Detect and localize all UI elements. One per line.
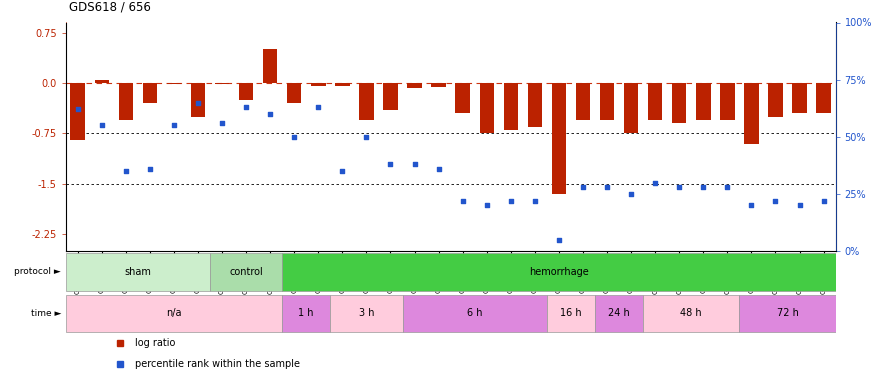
Bar [143,83,158,103]
Point [696,184,710,190]
Text: percentile rank within the sample: percentile rank within the sample [135,359,300,369]
Text: GDS618 / 656: GDS618 / 656 [69,0,151,13]
Text: 3 h: 3 h [359,309,374,318]
Bar [576,83,591,120]
Bar [595,295,643,332]
Point [215,120,229,126]
Point [191,99,205,105]
Bar [643,295,739,332]
Point [648,180,662,186]
Bar [552,83,566,194]
Bar [70,83,85,140]
Point [816,198,830,204]
Bar [66,253,210,291]
Point [167,122,181,128]
Text: time ►: time ► [31,309,61,318]
Text: n/a: n/a [166,309,182,318]
Text: protocol ►: protocol ► [15,267,61,276]
Text: 1 h: 1 h [298,309,314,318]
Point [504,198,518,204]
Bar [239,83,254,100]
Text: 72 h: 72 h [777,309,799,318]
Bar [793,83,807,113]
Bar [119,83,133,120]
Point [287,134,301,140]
Point [528,198,542,204]
Text: 16 h: 16 h [560,309,582,318]
Point [408,161,422,167]
Text: 24 h: 24 h [608,309,630,318]
Point [552,237,566,243]
Bar [360,83,374,120]
Point [360,134,374,140]
Bar [191,83,205,117]
Bar [210,253,282,291]
Text: sham: sham [124,267,151,277]
Point [143,166,157,172]
Point [71,106,85,112]
Point [431,166,445,172]
Bar [431,83,446,87]
Text: control: control [229,267,263,277]
Bar [739,295,836,332]
Bar [600,83,614,120]
Point [745,202,759,208]
Point [383,161,397,167]
Bar [547,295,595,332]
Bar [166,83,181,84]
Point [456,198,470,204]
Point [793,202,807,208]
Point [335,168,349,174]
Text: 6 h: 6 h [467,309,482,318]
Point [239,104,253,110]
Bar [768,83,783,117]
Text: 48 h: 48 h [681,309,702,318]
Bar [648,83,662,120]
Bar [480,83,494,134]
Bar [66,295,282,332]
Point [720,184,734,190]
Point [672,184,686,190]
Point [624,191,638,197]
Point [576,184,590,190]
Point [768,198,782,204]
Bar [408,83,422,88]
Bar [720,83,735,120]
Text: log ratio: log ratio [135,338,175,348]
Point [119,168,133,174]
Bar [402,295,547,332]
Bar [215,83,229,84]
Bar [282,295,331,332]
Bar [624,83,639,134]
Bar [528,83,542,127]
Bar [672,83,687,123]
Bar [282,253,836,291]
Point [94,122,108,128]
Point [600,184,614,190]
Bar [744,83,759,144]
Bar [312,83,326,86]
Point [263,111,277,117]
Bar [816,83,831,113]
Bar [504,83,518,130]
Bar [263,50,277,83]
Bar [383,83,397,110]
Bar [287,83,301,103]
Point [312,104,326,110]
Point [480,202,494,208]
Bar [94,80,109,83]
Bar [331,295,402,332]
Bar [456,83,470,113]
Bar [696,83,710,120]
Bar [335,83,350,86]
Text: hemorrhage: hemorrhage [529,267,589,277]
